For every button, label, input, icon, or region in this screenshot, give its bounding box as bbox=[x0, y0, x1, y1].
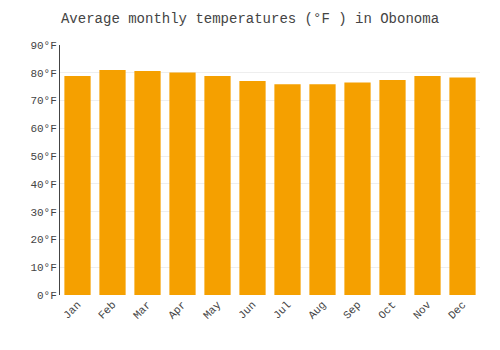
svg-text:Average monthly temperatures (: Average monthly temperatures (°F ) in Ob… bbox=[61, 11, 439, 27]
svg-text:Jun: Jun bbox=[236, 299, 258, 321]
svg-text:Nov: Nov bbox=[411, 299, 434, 322]
svg-text:90°F: 90°F bbox=[30, 40, 56, 52]
svg-text:60°F: 60°F bbox=[30, 123, 56, 135]
svg-text:20°F: 20°F bbox=[30, 234, 56, 246]
svg-text:Feb: Feb bbox=[96, 299, 118, 321]
svg-text:40°F: 40°F bbox=[30, 179, 56, 191]
svg-text:Dec: Dec bbox=[446, 299, 468, 321]
svg-text:0°F: 0°F bbox=[37, 290, 57, 302]
svg-text:Mar: Mar bbox=[131, 299, 153, 321]
svg-text:80°F: 80°F bbox=[30, 68, 56, 80]
svg-text:50°F: 50°F bbox=[30, 151, 56, 163]
svg-text:Apr: Apr bbox=[166, 299, 188, 321]
svg-text:Sep: Sep bbox=[341, 299, 363, 321]
svg-text:30°F: 30°F bbox=[30, 207, 56, 219]
svg-text:Oct: Oct bbox=[376, 299, 398, 321]
svg-text:May: May bbox=[201, 299, 224, 322]
svg-text:10°F: 10°F bbox=[30, 262, 56, 274]
svg-text:Jan: Jan bbox=[61, 299, 83, 321]
svg-text:Jul: Jul bbox=[271, 299, 293, 321]
svg-text:Aug: Aug bbox=[306, 299, 328, 321]
svg-text:70°F: 70°F bbox=[30, 95, 56, 107]
